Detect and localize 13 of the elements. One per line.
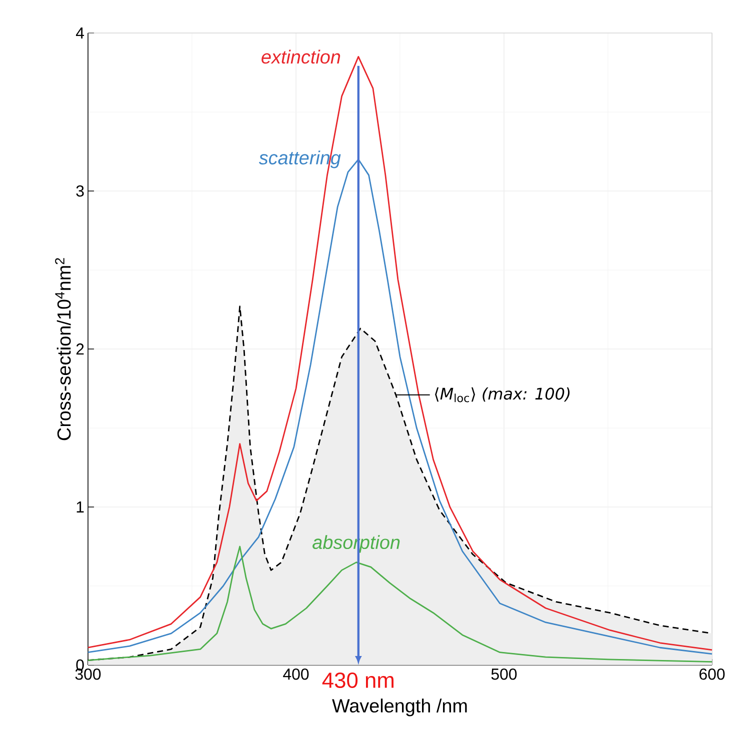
series-label: extinction — [262, 50, 340, 64]
y-tick-label: 3 — [76, 185, 84, 197]
x-tick-label: 500 — [491, 668, 517, 680]
y-axis-title: Cross-section/10$^{4}$nm$^{2}$ — [55, 258, 71, 440]
x-tick-label: 600 — [700, 668, 725, 680]
x-tick-label: 400 — [283, 668, 309, 680]
x-axis-title: Wavelength /nm — [332, 698, 467, 716]
ref-line-label: 430 nm — [322, 672, 394, 688]
x-tick-label: 300 — [75, 668, 101, 680]
annotation: ⟨M$_{loc}$⟩ (max: 100) — [435, 387, 570, 402]
y-tick-label: 4 — [76, 28, 84, 38]
y-tick-label: 2 — [76, 343, 84, 355]
y-tick-label: 1 — [76, 502, 84, 512]
